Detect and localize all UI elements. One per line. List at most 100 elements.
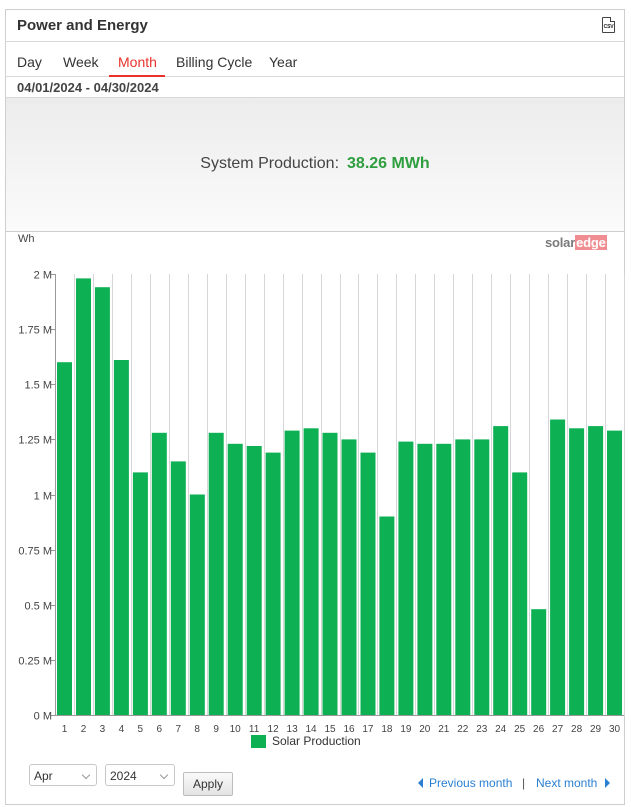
chart-unit-label: Wh [18, 233, 35, 245]
y-tick-label: 0 M [34, 711, 52, 723]
chart-bar [531, 609, 547, 715]
next-month-link[interactable]: Next month [536, 776, 611, 790]
chart-bar [512, 472, 528, 715]
x-tick-label: 2 [81, 724, 87, 735]
chart-bar [417, 443, 433, 715]
chart-bar [246, 446, 262, 715]
chart-bar [303, 428, 319, 715]
date-range: 04/01/2024 - 04/30/2024 [17, 80, 159, 95]
logo-text-edge: edge [575, 235, 607, 250]
previous-month-label: Previous month [429, 776, 513, 790]
x-tick-label: 5 [138, 724, 144, 735]
x-tick-label: 29 [590, 724, 602, 735]
x-tick-label: 24 [495, 724, 507, 735]
x-tick-label: 13 [287, 724, 299, 735]
x-tick-label: 12 [268, 724, 280, 735]
month-select[interactable]: Apr [29, 764, 97, 786]
year-select-value: 2024 [110, 769, 137, 783]
chart-bar [550, 419, 566, 715]
x-tick-label: 6 [157, 724, 163, 735]
x-tick-label: 9 [213, 724, 219, 735]
chart-bar [94, 287, 110, 715]
chart-bar [265, 452, 281, 715]
y-tick-label: 0.25 M [18, 656, 52, 668]
x-tick-label: 15 [324, 724, 336, 735]
y-tick-label: 1.75 M [18, 325, 52, 337]
chart-bar [227, 443, 243, 715]
x-tick-label: 17 [362, 724, 374, 735]
chart-bar [322, 432, 338, 715]
chart-bar [379, 516, 395, 715]
next-month-label: Next month [536, 776, 598, 790]
summary-line: System Production: 38.26 MWh [6, 155, 624, 173]
x-tick-label: 23 [476, 724, 488, 735]
y-tick-label: 1 M [34, 491, 52, 503]
x-tick-label: 16 [343, 724, 355, 735]
tab-day[interactable]: Day [17, 54, 42, 70]
chart-bar [208, 432, 224, 715]
x-tick-label: 7 [176, 724, 182, 735]
chart-bar [57, 362, 72, 715]
y-tick-label: 0.5 M [24, 601, 52, 613]
x-tick-label: 28 [571, 724, 583, 735]
csv-export-icon[interactable]: CSV [602, 17, 615, 33]
chart-bar [607, 430, 622, 715]
chevron-down-icon [81, 770, 91, 780]
chevron-down-icon [159, 770, 169, 780]
x-tick-label: 1 [62, 724, 68, 735]
tab-year[interactable]: Year [269, 54, 298, 70]
arrow-left-icon [418, 778, 423, 788]
solaredge-logo: solaredge [545, 235, 607, 250]
nav-separator: | [522, 776, 526, 790]
panel-title: Power and Energy [17, 17, 148, 34]
chart-bar [76, 278, 91, 715]
tab-billing-cycle[interactable]: Billing Cycle [176, 54, 253, 70]
y-tick-label: 2 M [34, 270, 52, 282]
year-select[interactable]: 2024 [105, 764, 175, 786]
x-tick-label: 8 [194, 724, 200, 735]
legend-label: Solar Production [272, 734, 361, 748]
chart-bar [455, 439, 471, 715]
x-tick-label: 11 [249, 724, 260, 735]
chart-bar [170, 461, 186, 715]
chart-bar [588, 426, 604, 715]
tab-month[interactable]: Month [118, 54, 157, 70]
legend-swatch [251, 735, 266, 748]
x-tick-label: 19 [400, 724, 412, 735]
y-tick-label: 1.5 M [24, 380, 52, 392]
chart-bar [493, 426, 509, 715]
summary-value: 38.26 MWh [347, 155, 430, 172]
panel-header: Power and Energy CSV [6, 10, 624, 42]
chart-bar [474, 439, 490, 715]
arrow-right-icon [605, 778, 611, 788]
summary-label: System Production: [200, 155, 340, 172]
chart-bar [398, 441, 414, 715]
logo-text-solar: solar [545, 235, 576, 250]
chart-bar [132, 472, 148, 715]
x-tick-label: 27 [552, 724, 564, 735]
x-tick-label: 26 [533, 724, 545, 735]
chart-bar [341, 439, 357, 715]
x-tick-label: 20 [419, 724, 431, 735]
x-tick-label: 10 [230, 724, 242, 735]
apply-button[interactable]: Apply [183, 772, 233, 796]
active-tab-indicator [109, 75, 165, 77]
chart-bar [151, 432, 167, 715]
x-tick-label: 4 [119, 724, 125, 735]
chart-bar [284, 430, 300, 715]
x-tick-label: 30 [609, 724, 621, 735]
x-tick-label: 3 [100, 724, 106, 735]
tab-week[interactable]: Week [63, 54, 99, 70]
chart-bar [436, 443, 452, 715]
chart-bar [113, 360, 129, 715]
month-select-value: Apr [34, 769, 53, 783]
x-tick-label: 22 [457, 724, 469, 735]
chart-bar [360, 452, 376, 715]
y-tick-label: 1.25 M [18, 435, 52, 447]
x-tick-label: 18 [381, 724, 393, 735]
y-tick-label: 0.75 M [18, 546, 52, 558]
production-summary: System Production: 38.26 MWh [6, 97, 624, 232]
x-tick-label: 21 [438, 724, 450, 735]
previous-month-link[interactable]: Previous month [418, 776, 512, 790]
